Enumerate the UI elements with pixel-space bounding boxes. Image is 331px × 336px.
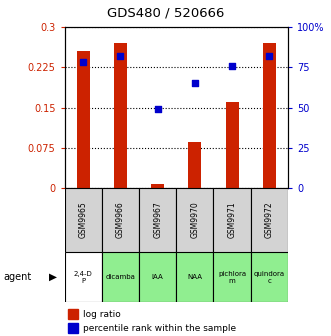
- Bar: [251, 188, 288, 252]
- Bar: [114, 43, 127, 188]
- Text: percentile rank within the sample: percentile rank within the sample: [83, 324, 236, 333]
- Bar: [213, 188, 251, 252]
- Text: GSM9972: GSM9972: [265, 202, 274, 239]
- Bar: [102, 188, 139, 252]
- Point: [192, 81, 198, 86]
- Bar: [176, 188, 213, 252]
- Text: dicamba: dicamba: [106, 274, 135, 280]
- Text: GSM9971: GSM9971: [228, 202, 237, 239]
- Text: ▶: ▶: [49, 272, 57, 282]
- Text: GSM9965: GSM9965: [79, 202, 88, 239]
- Bar: [102, 252, 139, 302]
- Text: GSM9966: GSM9966: [116, 202, 125, 239]
- Text: IAA: IAA: [152, 274, 164, 280]
- Text: agent: agent: [3, 272, 31, 282]
- Point: [229, 63, 235, 68]
- Bar: [65, 252, 102, 302]
- Text: GSM9967: GSM9967: [153, 202, 162, 239]
- Bar: [139, 188, 176, 252]
- Bar: [251, 252, 288, 302]
- Text: log ratio: log ratio: [83, 310, 120, 319]
- Bar: [176, 252, 213, 302]
- Bar: [77, 51, 90, 188]
- Text: 2,4-D
P: 2,4-D P: [74, 271, 93, 284]
- Bar: [213, 252, 251, 302]
- Point: [80, 60, 86, 65]
- Bar: [151, 184, 164, 188]
- Text: GDS480 / 520666: GDS480 / 520666: [107, 7, 224, 20]
- Text: GSM9970: GSM9970: [190, 202, 199, 239]
- Point: [155, 107, 160, 112]
- Bar: [226, 102, 239, 188]
- Text: pichlora
m: pichlora m: [218, 271, 246, 284]
- Text: NAA: NAA: [187, 274, 202, 280]
- Bar: [65, 188, 102, 252]
- Bar: [139, 252, 176, 302]
- Bar: [188, 142, 201, 188]
- Bar: [263, 43, 276, 188]
- Point: [118, 53, 123, 58]
- Text: quindora
c: quindora c: [254, 271, 285, 284]
- Point: [267, 53, 272, 58]
